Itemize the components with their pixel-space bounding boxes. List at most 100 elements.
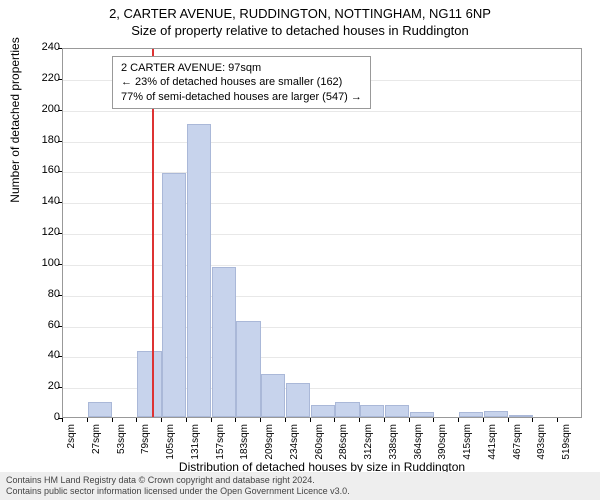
title-sub: Size of property relative to detached ho… <box>0 23 600 38</box>
legend-line-2: ← 23% of detached houses are smaller (16… <box>121 75 362 89</box>
footer-attribution: Contains HM Land Registry data © Crown c… <box>0 472 600 500</box>
x-tick-label: 467sqm <box>512 424 523 474</box>
x-tick-mark <box>334 418 335 422</box>
x-tick-mark <box>433 418 434 422</box>
legend-line-3: 77% of semi-detached houses are larger (… <box>121 90 362 104</box>
y-tick-label: 220 <box>20 72 60 84</box>
y-tick-mark <box>58 171 62 172</box>
footer-line-2: Contains public sector information licen… <box>6 486 594 497</box>
y-tick-mark <box>58 141 62 142</box>
gridline <box>63 265 581 266</box>
x-tick-mark <box>557 418 558 422</box>
x-tick-label: 79sqm <box>140 424 151 474</box>
legend-line-1: 2 CARTER AVENUE: 97sqm <box>121 61 362 75</box>
histogram-bar <box>410 412 434 417</box>
footer-line-1: Contains HM Land Registry data © Crown c… <box>6 475 594 486</box>
x-tick-mark <box>359 418 360 422</box>
x-tick-label: 53sqm <box>116 424 127 474</box>
histogram-bar <box>261 374 285 417</box>
y-tick-label: 80 <box>20 288 60 300</box>
x-tick-label: 260sqm <box>314 424 325 474</box>
x-tick-label: 312sqm <box>363 424 374 474</box>
x-tick-mark <box>235 418 236 422</box>
x-tick-mark <box>161 418 162 422</box>
y-tick-mark <box>58 295 62 296</box>
y-tick-mark <box>58 48 62 49</box>
y-tick-label: 40 <box>20 349 60 361</box>
x-tick-label: 234sqm <box>289 424 300 474</box>
histogram-bar <box>162 173 186 417</box>
histogram-bar <box>286 383 310 417</box>
x-tick-label: 183sqm <box>239 424 250 474</box>
y-tick-label: 200 <box>20 103 60 115</box>
x-tick-mark <box>384 418 385 422</box>
histogram-bar <box>360 405 384 417</box>
x-tick-mark <box>532 418 533 422</box>
x-tick-label: 415sqm <box>462 424 473 474</box>
x-tick-mark <box>260 418 261 422</box>
histogram-bar <box>335 402 359 417</box>
histogram-bar <box>509 415 533 417</box>
histogram-bar <box>236 321 260 417</box>
gridline <box>63 111 581 112</box>
x-tick-label: 286sqm <box>338 424 349 474</box>
gridline <box>63 296 581 297</box>
histogram-bar <box>385 405 409 417</box>
y-tick-label: 20 <box>20 380 60 392</box>
x-tick-mark <box>483 418 484 422</box>
x-tick-label: 27sqm <box>91 424 102 474</box>
x-tick-label: 105sqm <box>165 424 176 474</box>
x-tick-mark <box>186 418 187 422</box>
x-tick-label: 493sqm <box>536 424 547 474</box>
title-main: 2, CARTER AVENUE, RUDDINGTON, NOTTINGHAM… <box>0 6 600 21</box>
histogram-bar <box>212 267 236 417</box>
gridline <box>63 142 581 143</box>
x-tick-label: 519sqm <box>561 424 572 474</box>
x-tick-mark <box>87 418 88 422</box>
y-tick-mark <box>58 264 62 265</box>
y-tick-label: 140 <box>20 195 60 207</box>
gridline <box>63 234 581 235</box>
x-tick-label: 441sqm <box>487 424 498 474</box>
x-tick-mark <box>310 418 311 422</box>
y-tick-mark <box>58 110 62 111</box>
histogram-bar <box>137 351 161 417</box>
title-block: 2, CARTER AVENUE, RUDDINGTON, NOTTINGHAM… <box>0 0 600 38</box>
x-tick-mark <box>458 418 459 422</box>
y-tick-mark <box>58 356 62 357</box>
y-tick-label: 60 <box>20 319 60 331</box>
y-tick-mark <box>58 326 62 327</box>
x-tick-mark <box>62 418 63 422</box>
y-tick-mark <box>58 387 62 388</box>
x-tick-mark <box>136 418 137 422</box>
x-tick-label: 364sqm <box>413 424 424 474</box>
x-tick-label: 390sqm <box>437 424 448 474</box>
histogram-bar <box>88 402 112 417</box>
gridline <box>63 172 581 173</box>
y-tick-mark <box>58 202 62 203</box>
histogram-bar <box>311 405 335 417</box>
x-tick-label: 131sqm <box>190 424 201 474</box>
x-tick-mark <box>112 418 113 422</box>
x-tick-label: 209sqm <box>264 424 275 474</box>
x-tick-label: 338sqm <box>388 424 399 474</box>
y-tick-label: 180 <box>20 134 60 146</box>
y-tick-label: 240 <box>20 41 60 53</box>
y-tick-mark <box>58 233 62 234</box>
y-tick-label: 160 <box>20 164 60 176</box>
y-tick-mark <box>58 79 62 80</box>
histogram-bar <box>484 411 508 417</box>
x-tick-mark <box>211 418 212 422</box>
histogram-bar <box>187 124 211 417</box>
histogram-bar <box>459 412 483 417</box>
x-tick-label: 2sqm <box>66 424 77 474</box>
gridline <box>63 327 581 328</box>
y-tick-label: 100 <box>20 257 60 269</box>
chart-legend-box: 2 CARTER AVENUE: 97sqm ← 23% of detached… <box>112 56 371 109</box>
y-tick-label: 0 <box>20 411 60 423</box>
x-tick-mark <box>285 418 286 422</box>
x-tick-mark <box>508 418 509 422</box>
x-tick-label: 157sqm <box>215 424 226 474</box>
x-tick-mark <box>409 418 410 422</box>
y-tick-label: 120 <box>20 226 60 238</box>
